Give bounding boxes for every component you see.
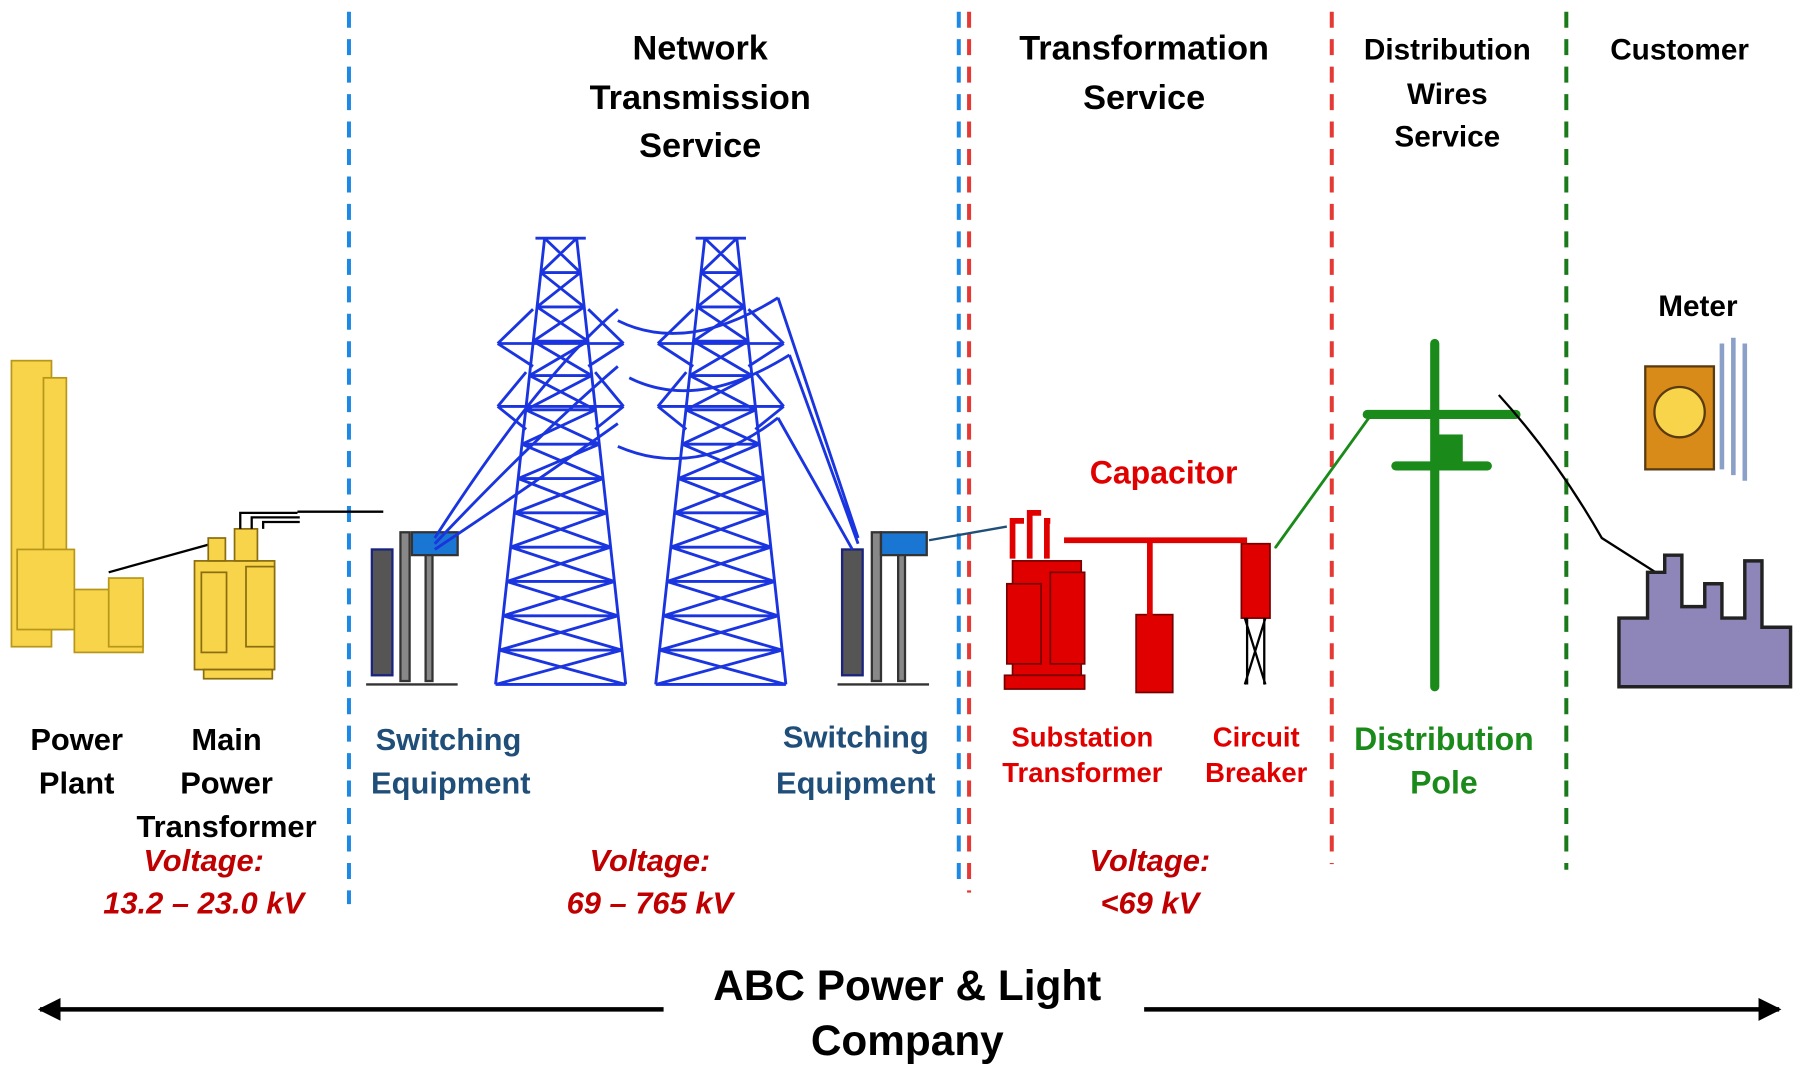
service-drop	[1499, 395, 1665, 578]
component-label: Equipment	[371, 765, 531, 800]
section-title: Wires	[1407, 78, 1488, 111]
dividers	[349, 12, 1566, 904]
voltage-label: <69 kV	[1100, 885, 1201, 920]
section-title: Transformation	[1019, 30, 1269, 68]
substation-icons	[1005, 544, 1270, 693]
section-title: Network	[633, 30, 769, 68]
section-title: Service	[1083, 79, 1205, 117]
connector	[240, 512, 383, 529]
distribution-pole-icon	[1276, 344, 1516, 687]
component-label: Equipment	[776, 765, 936, 800]
meter-icon	[1645, 338, 1745, 481]
component-label: Main	[191, 722, 261, 757]
section-title: Distribution	[1364, 34, 1531, 67]
company-name: Company	[811, 1017, 1004, 1064]
component-label: Circuit	[1213, 722, 1300, 753]
main-transformer-icon	[195, 529, 275, 679]
component-label: Transformer	[136, 809, 316, 844]
voltage-label: Voltage:	[1090, 843, 1211, 878]
section-title: Service	[639, 127, 761, 165]
voltage-label: 69 – 765 kV	[567, 885, 736, 920]
company-name: ABC Power & Light	[713, 962, 1101, 1009]
transmission-towers	[435, 238, 858, 684]
component-label: Power	[30, 722, 123, 757]
section-title: Customer	[1610, 34, 1749, 67]
voltage-label: Voltage:	[143, 843, 264, 878]
power-lines	[435, 298, 858, 550]
voltage-label: 13.2 – 23.0 kV	[103, 885, 306, 920]
diagram: Network Transmission Service Transformat…	[0, 0, 1794, 1068]
component-label: Power	[180, 765, 273, 800]
component-label: Pole	[1410, 765, 1478, 801]
section-title: Service	[1394, 121, 1500, 154]
component-label: Switching	[783, 720, 929, 755]
component-label: Switching	[376, 722, 522, 757]
voltage-label: Voltage:	[590, 843, 711, 878]
component-label: Plant	[39, 765, 114, 800]
breaker-stand	[1245, 618, 1266, 684]
factory-icon	[1619, 555, 1791, 687]
component-label: Capacitor	[1090, 455, 1238, 491]
component-label: Distribution	[1354, 721, 1534, 757]
power-plant-icon	[11, 361, 143, 653]
switching-equipment-icon	[366, 532, 929, 684]
section-title: Transmission	[590, 79, 811, 117]
component-label: Meter	[1658, 290, 1738, 323]
component-label: Substation	[1011, 722, 1153, 753]
component-label: Transformer	[1002, 757, 1162, 788]
component-label: Breaker	[1205, 757, 1308, 788]
